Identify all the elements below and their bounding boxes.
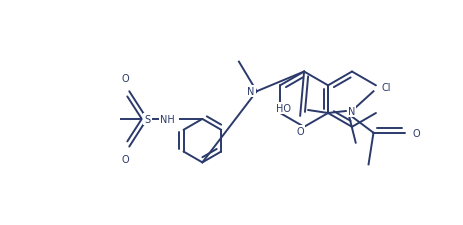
Text: S: S xyxy=(144,114,150,124)
Text: N: N xyxy=(348,107,355,117)
Text: Cl: Cl xyxy=(382,83,391,93)
Text: O: O xyxy=(413,128,420,138)
Text: HO: HO xyxy=(275,104,290,114)
Text: O: O xyxy=(121,155,129,165)
Text: NH: NH xyxy=(160,114,175,124)
Text: N: N xyxy=(247,87,255,97)
Text: O: O xyxy=(296,126,304,136)
Text: O: O xyxy=(121,74,129,84)
